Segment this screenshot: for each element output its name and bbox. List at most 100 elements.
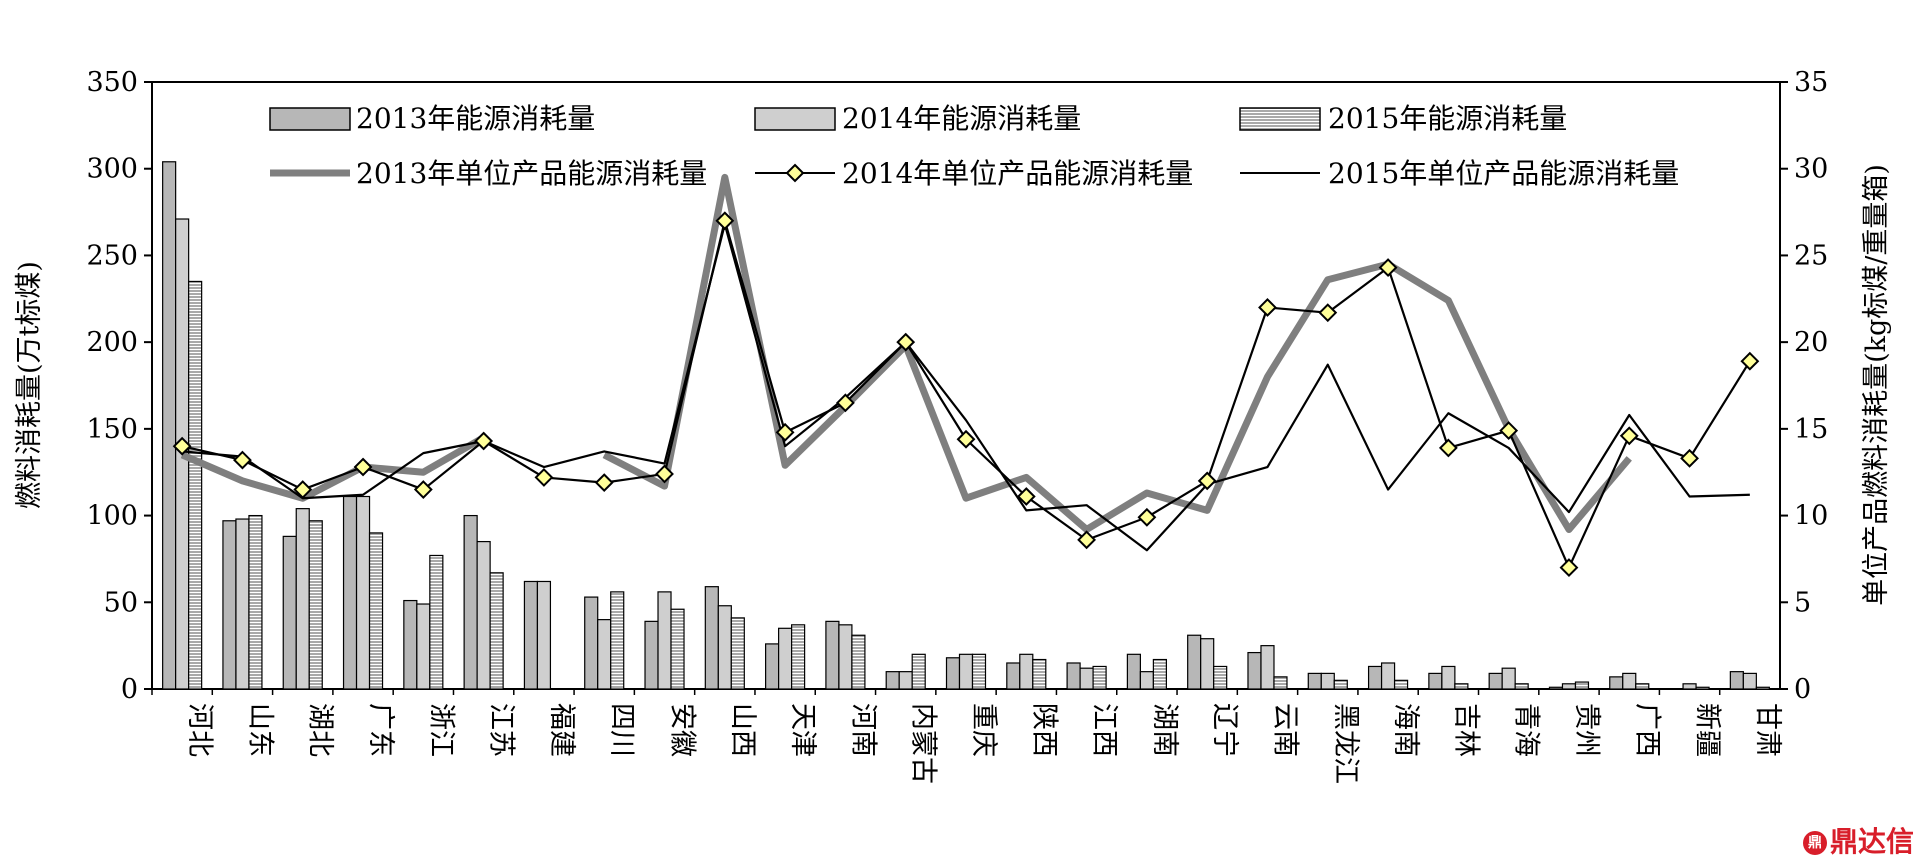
marker-2014-0: [172, 436, 192, 456]
bar-2013-9: [704, 586, 719, 690]
y-tick-label-left: 100: [86, 501, 138, 532]
bar-2015-8: [670, 608, 685, 690]
bar-2014-16: [1139, 671, 1154, 690]
bar-2015-2: [308, 520, 323, 690]
bar-2014-24: [1622, 672, 1637, 690]
marker-2014-8: [655, 464, 674, 484]
bar-2013-19: [1307, 672, 1322, 690]
y-tick-label-left: 250: [86, 240, 138, 271]
x-tick-label: 吉林: [1450, 703, 1481, 757]
x-axis: 河北 山东 湖北 广东 浙江 江苏 福建 四川 安徽 山西 天津 河南 内蒙古 重庆 陕西 江西 湖南 辽宁 云南黑…: [151, 689, 1783, 784]
marker-2014-9: [715, 211, 735, 231]
x-tick-label: 湖北: [305, 703, 336, 757]
bar-2015-17: [1213, 665, 1228, 690]
bar-2013-18: [1247, 651, 1262, 690]
bar-2014-25: [1682, 683, 1697, 690]
marker-2014-1: [233, 450, 252, 470]
x-tick-label: 江西: [1089, 703, 1120, 757]
marker-2014-5: [474, 431, 494, 451]
legend-label-2015-line: 2015年单位产品能源消耗量: [1328, 157, 1679, 190]
bar-2013-26: [1729, 671, 1744, 690]
bar-2013-10: [765, 643, 780, 690]
bar-2015-12: [911, 653, 926, 690]
y-tick-label-right: 5: [1794, 587, 1811, 618]
x-tick-label: 贵州: [1571, 703, 1602, 757]
marker-2014-21: [1438, 438, 1458, 458]
marker-2014-20: [1378, 258, 1398, 277]
watermark-text: 鼎达信: [1829, 825, 1914, 858]
x-tick-label: 福建: [546, 703, 577, 757]
legend-label-2013-line: 2013年单位产品能源消耗量: [356, 157, 707, 190]
y-tick-label-left: 350: [86, 67, 138, 98]
plot-area: [151, 81, 1781, 690]
x-tick-label: 陕西: [1028, 703, 1059, 757]
marker-2014-18: [1258, 298, 1277, 317]
x-tick-label: 青海: [1511, 703, 1542, 757]
bar-2014-6: [536, 580, 552, 690]
y-tick-label-right: 15: [1794, 414, 1828, 445]
bar-2014-5: [476, 540, 491, 690]
legend-swatch-2014-bar: [754, 107, 836, 131]
y-tick-label-left: 300: [86, 154, 138, 185]
bar-2015-19: [1333, 679, 1348, 690]
bar-2014-22: [1501, 667, 1516, 690]
bar-2015-3: [368, 532, 384, 690]
legend-label-2014-line: 2014年单位产品能源消耗量: [842, 157, 1193, 190]
y-tick-label-right: 10: [1794, 501, 1828, 532]
marker-2014-19: [1318, 303, 1338, 323]
marker-2014-14: [1016, 487, 1036, 506]
y-axis-right: 0 5 10 15 20 25 30 35: [1780, 67, 1828, 705]
bar-2015-22: [1514, 683, 1529, 690]
bar-2014-2: [295, 508, 310, 690]
x-tick-label: 河北: [184, 703, 215, 757]
bar-2013-12: [885, 671, 900, 690]
bar-2014-21: [1441, 665, 1456, 690]
bar-2013-14: [1006, 662, 1021, 690]
bar-2014-19: [1320, 672, 1335, 690]
bar-2014-13: [958, 653, 974, 690]
legend-label-2015-bar: 2015年能源消耗量: [1328, 102, 1567, 135]
bar-2015-21: [1454, 683, 1469, 690]
bar-2015-5: [489, 572, 504, 690]
x-tick-label: 江苏: [486, 703, 517, 757]
y-tick-label-left: 150: [86, 414, 138, 445]
bar-2013-13: [945, 657, 961, 690]
bar-2013-22: [1488, 672, 1503, 690]
bar-2014-14: [1019, 653, 1034, 690]
x-tick-label: 甘肃: [1752, 703, 1783, 757]
bar-2014-8: [657, 591, 672, 690]
bar-2015-20: [1393, 679, 1409, 690]
bar-2013-24: [1609, 676, 1624, 690]
x-tick-label: 安徽: [667, 703, 698, 757]
x-tick-label: 浙江: [425, 703, 456, 757]
legend: 2013年能源消耗量 2014年能源消耗量 2015年能源消耗量 2013年单位…: [269, 102, 1679, 190]
marker-2014-11: [835, 393, 855, 413]
y-axis-title-right: 单位产品燃料消耗量(kg标煤/重量箱): [1861, 164, 1892, 606]
marker-2014-26: [1740, 351, 1760, 371]
x-tick-label: 黑龙江: [1330, 703, 1361, 784]
bar-2013-21: [1428, 672, 1443, 690]
x-tick-label: 云南: [1269, 703, 1300, 757]
marker-2014-25: [1680, 448, 1699, 468]
marker-2014-12: [896, 332, 916, 352]
bar-2013-16: [1126, 653, 1141, 690]
watermark-logo-icon: 鼎: [1802, 831, 1827, 855]
bar-2014-10: [778, 627, 793, 690]
legend-label-2014-bar: 2014年能源消耗量: [842, 102, 1081, 135]
x-tick-label: 广东: [365, 703, 396, 757]
bar-2015-15: [1092, 665, 1107, 690]
bar-2014-1: [235, 518, 250, 690]
bar-2013-4: [403, 599, 418, 690]
y-tick-label-right: 30: [1794, 154, 1828, 185]
x-tick-label: 内蒙古: [908, 703, 939, 784]
marker-2014-17: [1197, 471, 1217, 491]
bar-2015-9: [730, 617, 745, 690]
marker-2014-6: [534, 468, 554, 487]
bar-2015-4: [429, 554, 444, 690]
bar-2013-0: [162, 161, 177, 690]
x-tick-label: 河南: [847, 703, 878, 757]
bar-2013-1: [222, 520, 237, 690]
bar-2013-17: [1187, 634, 1202, 690]
x-tick-label: 海南: [1390, 703, 1421, 757]
bar-2015-7: [610, 591, 625, 690]
